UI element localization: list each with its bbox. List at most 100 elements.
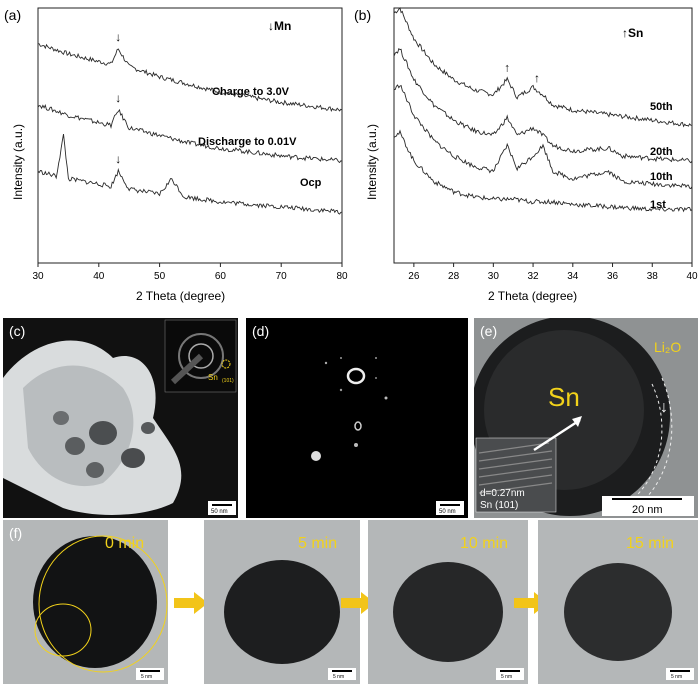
- panel-a-peak-marker: ↓: [115, 30, 121, 44]
- frame-scale-label: 5 nm: [333, 674, 344, 680]
- panel-e-d-spacing: d=0.27nm: [480, 488, 525, 499]
- panel-b-xtick-label: 38: [647, 271, 659, 282]
- panel-f-letter: (f): [9, 525, 22, 541]
- bright-spot: [384, 396, 388, 400]
- saed-inset-label: Sn: [208, 373, 218, 382]
- frame-time-label: 0 min: [105, 535, 144, 552]
- panel-a-letter: (a): [4, 7, 21, 23]
- series-label-ocp: Ocp: [300, 177, 322, 189]
- panel-a-xtick-label: 30: [32, 271, 44, 282]
- saed-inset-sub: (101): [222, 378, 234, 384]
- bright-particle: [311, 451, 321, 461]
- panel-b-series-line: [393, 7, 693, 128]
- panel-d-dark-field-image: (d) 50 nm: [246, 318, 468, 518]
- series-label-10th: 10th: [650, 171, 673, 183]
- bright-spot: [324, 361, 328, 365]
- series-label-20th: 20th: [650, 146, 673, 158]
- panel-a-series-line: [37, 134, 343, 215]
- panel-f-frame-1: 5 min 5 nm: [204, 520, 360, 684]
- panel-b-frame: [393, 7, 693, 264]
- nanoparticle: [89, 421, 117, 445]
- panel-d-letter: (d): [252, 323, 269, 339]
- series-label-50th: 50th: [650, 101, 673, 113]
- arrow-right-icon: [337, 592, 377, 614]
- panel-b-chart: (b) ↑Sn Intensity (a.u.) 2 Theta (degree…: [354, 7, 698, 303]
- panel-f-frame-2: 10 min 5 nm: [368, 520, 528, 684]
- panel-c-letter: (c): [9, 323, 25, 339]
- bright-spot: [375, 357, 377, 359]
- panel-b-legend: ↑Sn: [622, 26, 643, 40]
- nanoparticle: [65, 437, 85, 455]
- panel-e-li2o-label: Li₂O: [654, 339, 681, 355]
- panel-b-xlabel: 2 Theta (degree): [488, 289, 577, 303]
- panel-b-ylabel: Intensity (a.u.): [365, 124, 379, 200]
- panel-a-peak-marker: ↓: [115, 91, 121, 105]
- panel-a-ylabel: Intensity (a.u.): [11, 124, 25, 200]
- particle: [393, 562, 503, 662]
- panel-b-xtick-label: 28: [448, 271, 460, 282]
- bright-spot: [340, 357, 342, 359]
- particle-outline: [38, 535, 168, 673]
- panel-e-arrow-down-icon: ↓: [660, 399, 668, 416]
- panel-a-xtick-label: 40: [93, 271, 105, 282]
- panel-b-xtick-label: 30: [488, 271, 500, 282]
- frame-time-label: 15 min: [626, 535, 674, 552]
- bright-particle: [354, 421, 362, 431]
- frame-time-label: 10 min: [460, 535, 508, 552]
- panel-b-xtick-label: 26: [408, 271, 420, 282]
- bright-spot: [375, 377, 377, 379]
- bright-particle: [346, 367, 366, 385]
- panel-a-xtick-label: 50: [154, 271, 166, 282]
- panel-e-scale-label: 20 nm: [632, 504, 663, 516]
- panel-c-tem-image: Sn (101) (c) 50 nm: [3, 318, 238, 518]
- panel-a-series-line: [37, 43, 343, 112]
- panel-b-series-line: [394, 84, 693, 190]
- void-outline: [34, 603, 92, 657]
- nanoparticle: [121, 448, 145, 468]
- nanoparticle: [141, 422, 155, 434]
- panel-b-letter: (b): [354, 7, 371, 23]
- panel-a-xtick-label: 80: [336, 271, 348, 282]
- particle: [224, 560, 340, 664]
- panel-a: (a) ↓Mn Intensity (a.u.) 2 Theta (degree…: [0, 0, 350, 310]
- panel-b-peak-marker: ↑: [534, 71, 540, 85]
- frame-scale-label: 5 nm: [671, 674, 682, 680]
- nanoparticle: [53, 411, 69, 425]
- panel-a-chart: (a) ↓Mn Intensity (a.u.) 2 Theta (degree…: [4, 7, 348, 303]
- panel-b: (b) ↑Sn Intensity (a.u.) 2 Theta (degree…: [350, 0, 700, 310]
- lattice-fringes: [478, 442, 553, 494]
- panel-e-hrtem-image: Li₂O Sn ↓ d=0.27nm Sn (101) (e) 20 nm: [474, 318, 698, 518]
- panel-b-xtick-label: 34: [567, 271, 579, 282]
- panel-e-scale-bar-box: [602, 496, 694, 516]
- frame-scale-label: 5 nm: [141, 674, 152, 680]
- li2o-shell: [645, 377, 673, 499]
- saed-ring: [178, 333, 224, 379]
- arrow-right-icon: [170, 592, 210, 614]
- panel-a-peak-marker: ↓: [115, 152, 121, 166]
- panel-b-xtick-label: 40: [686, 271, 698, 282]
- panel-a-frame: [37, 7, 343, 264]
- particle: [564, 563, 672, 661]
- bright-spot: [339, 388, 343, 392]
- pointer-arrow-head: [572, 416, 582, 427]
- bright-particle: [354, 443, 358, 447]
- series-label-discharge: Discharge to 0.01V: [198, 136, 297, 148]
- beam-stop: [170, 353, 204, 385]
- panel-b-xtick-label: 32: [528, 271, 540, 282]
- particle-cluster-shade: [23, 365, 134, 487]
- nanoparticle: [86, 462, 104, 478]
- panel-e-plane: Sn (101): [480, 500, 518, 511]
- sn-diffraction-spot-marker: [221, 359, 231, 369]
- panel-c-scale-label: 50 nm: [211, 509, 228, 515]
- li2o-shell: [637, 383, 663, 495]
- panel-e-sn-label: Sn: [548, 382, 580, 412]
- panel-a-xlabel: 2 Theta (degree): [136, 289, 225, 303]
- series-label-charge: Charge to 3.0V: [212, 86, 290, 98]
- panel-b-series-line: [393, 47, 693, 164]
- panel-a-series-line: [37, 104, 343, 164]
- panel-b-xtick-label: 36: [607, 271, 619, 282]
- panel-d-scale-label: 50 nm: [439, 509, 456, 515]
- panel-b-peak-marker: ↑: [504, 60, 510, 74]
- panel-a-legend: ↓Mn: [268, 19, 291, 33]
- saed-ring: [188, 343, 214, 369]
